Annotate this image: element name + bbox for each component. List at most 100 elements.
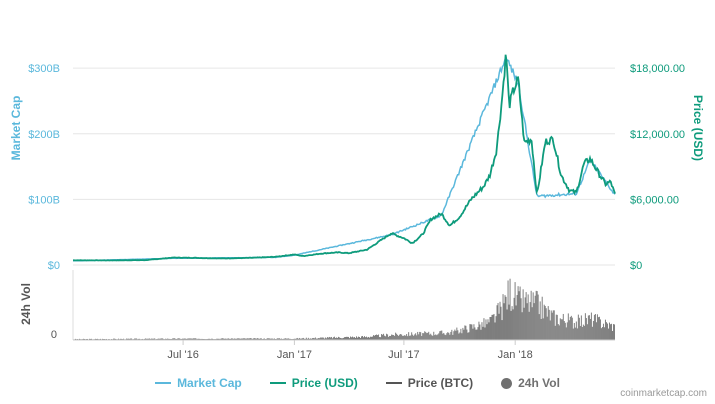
volume-bar — [283, 338, 285, 340]
volume-bar — [322, 337, 324, 340]
volume-bar — [504, 295, 506, 340]
volume-bar — [488, 322, 490, 340]
volume-bar — [508, 304, 510, 340]
volume-bar — [419, 331, 421, 340]
volume-bar — [161, 338, 163, 340]
volume-bar — [126, 338, 128, 340]
volume-bar — [329, 337, 331, 340]
volume-bars — [73, 278, 615, 340]
volume-bar — [387, 334, 389, 340]
x-axis-tick-label: Jul '16 — [167, 349, 198, 361]
volume-bar — [530, 290, 532, 340]
volume-bar — [279, 338, 281, 340]
volume-bar — [381, 334, 383, 340]
volume-bar — [592, 320, 594, 340]
volume-bar — [128, 338, 130, 340]
volume-bar — [331, 338, 333, 340]
volume-bar — [131, 338, 133, 340]
legend-item-price-usd[interactable]: Price (USD) — [269, 376, 358, 390]
volume-bar — [370, 336, 371, 340]
legend-item-24h-vol[interactable]: 24h Vol — [501, 376, 560, 390]
volume-bar — [487, 319, 489, 340]
price-usd-series-line[interactable] — [73, 54, 616, 262]
volume-bar — [494, 322, 496, 340]
volume-bar — [428, 331, 430, 340]
x-axis-tick-label: Jan '18 — [498, 349, 533, 361]
volume-bar — [304, 338, 306, 340]
volume-bar — [315, 338, 317, 340]
volume-bar — [554, 325, 556, 340]
volume-bar — [394, 335, 396, 340]
volume-bar — [415, 333, 417, 340]
volume-bar — [270, 338, 272, 340]
volume-bar — [433, 331, 435, 340]
volume-bar — [354, 337, 355, 340]
volume-bar — [470, 324, 472, 340]
volume-bar — [359, 337, 360, 340]
volume-bar — [471, 324, 473, 340]
volume-bar — [240, 338, 242, 340]
volume-bar — [343, 337, 344, 340]
volume-bar — [341, 338, 343, 340]
volume-bar — [577, 314, 579, 340]
volume-bar — [517, 286, 519, 340]
volume-bar — [346, 336, 347, 340]
volume-bar — [316, 338, 318, 340]
volume-bar — [422, 333, 424, 340]
volume-bar — [297, 338, 299, 340]
volume-bar — [345, 336, 346, 340]
volume-bar — [121, 338, 123, 340]
volume-bar — [75, 338, 76, 340]
volume-bar — [525, 292, 527, 340]
volume-bar — [373, 335, 375, 340]
volume-bar — [548, 309, 550, 340]
volume-bar — [95, 338, 96, 340]
volume-bar — [146, 338, 148, 340]
volume-bar — [523, 307, 525, 340]
volume-bar — [211, 338, 213, 340]
volume-bar — [414, 334, 416, 340]
volume-bar — [167, 338, 169, 340]
legend-item-market-cap[interactable]: Market Cap — [155, 376, 242, 390]
credit-link[interactable]: coinmarketcap.com — [620, 388, 707, 399]
volume-bar — [280, 338, 282, 340]
volume-bar — [298, 337, 300, 340]
right-axis-ticks: $0 $6,000.00 $12,000.00 $18,000.00 — [630, 63, 685, 272]
volume-bar — [411, 332, 413, 340]
volume-bar — [157, 338, 159, 340]
volume-bar — [575, 321, 577, 340]
volume-bar — [367, 337, 368, 340]
volume-bar — [590, 312, 592, 340]
volume-bar — [152, 338, 154, 340]
volume-bar — [247, 338, 249, 340]
volume-bar — [222, 338, 224, 340]
volume-bar — [216, 338, 218, 340]
volume-bar — [478, 321, 480, 340]
volume-bar — [333, 336, 335, 340]
volume-bar — [480, 329, 482, 340]
volume-bar — [145, 338, 147, 340]
volume-bar — [188, 338, 190, 340]
volume-bar — [595, 322, 597, 340]
volume-bar — [190, 338, 192, 340]
volume-bar — [439, 331, 441, 340]
volume-bar — [154, 338, 156, 340]
volume-bar — [536, 291, 538, 340]
volume-bar — [90, 338, 91, 340]
volume-bar — [608, 322, 610, 340]
volume-bar — [614, 324, 615, 340]
volume-bar — [602, 323, 604, 340]
volume-bar — [352, 336, 353, 340]
volume-bar — [429, 334, 431, 340]
volume-bar — [183, 338, 185, 340]
volume-bar — [450, 331, 452, 340]
volume-bar — [546, 316, 548, 340]
volume-bar — [565, 327, 567, 340]
volume-bar — [303, 338, 305, 340]
legend-item-price-btc[interactable]: Price (BTC) — [385, 376, 473, 390]
volume-bar — [465, 325, 467, 340]
x-axis-tick-label: Jul '17 — [388, 349, 419, 361]
volume-bar — [533, 303, 535, 340]
volume-bar — [493, 313, 495, 340]
